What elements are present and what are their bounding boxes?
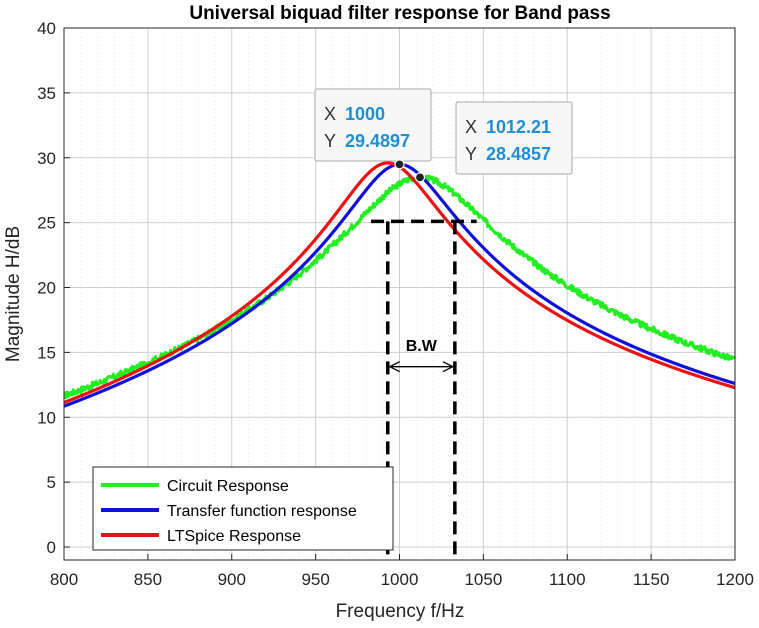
y-tick-label: 15 — [37, 343, 56, 362]
datatip-box — [314, 88, 432, 162]
x-tick-label: 950 — [301, 570, 329, 589]
legend-label: Transfer function response — [167, 503, 357, 520]
legend-label: LTSpice Response — [167, 528, 301, 545]
x-tick-label: 1100 — [549, 570, 586, 589]
datatip-marker — [414, 172, 426, 183]
y-tick-label: 30 — [37, 149, 56, 168]
datatips: X 1000 Y 29.4897 X 1012.21 Y 28.4857 — [314, 88, 573, 183]
y-tick-label: 10 — [37, 408, 56, 427]
legend: Circuit Response Transfer function respon… — [92, 466, 394, 551]
legend-label: Circuit Response — [167, 478, 289, 495]
datatip-x-value: 1000 — [345, 104, 385, 124]
datatip-y-value: 28.4857 — [486, 144, 551, 164]
x-tick-label: 1200 — [716, 570, 754, 589]
y-tick-label: 0 — [47, 538, 56, 557]
y-tick-label: 25 — [37, 214, 56, 233]
y-tick-label: 20 — [37, 279, 56, 298]
datatip-x-key: X — [465, 117, 477, 137]
y-tick-label: 5 — [47, 473, 56, 492]
datatip-box — [455, 101, 573, 175]
datatip-x-value: 1012.21 — [486, 117, 551, 137]
x-tick-label: 800 — [50, 570, 78, 589]
datatip-y-key: Y — [465, 144, 477, 164]
datatip-y-key: Y — [324, 131, 336, 151]
chart-title: Universal biquad filter response for Ban… — [189, 3, 610, 24]
bw-label: B.W — [406, 338, 438, 355]
ticks: 800 850 900 950 1000 1050 1100 1150 1200 0 5 10 15 20… — [37, 19, 754, 589]
x-tick-label: 850 — [134, 570, 162, 589]
datatip-y-value: 29.4897 — [345, 131, 410, 151]
x-tick-label: 1000 — [381, 570, 419, 589]
x-tick-label: 1050 — [464, 570, 502, 589]
bw-arrow-left-head — [388, 361, 401, 373]
x-tick-label: 1150 — [633, 570, 670, 589]
x-axis-label: Frequency f/Hz — [336, 601, 465, 622]
bw-arrow-right-head — [442, 361, 455, 373]
y-tick-label: 35 — [37, 84, 56, 103]
x-tick-label: 900 — [218, 570, 246, 589]
y-tick-label: 40 — [37, 19, 56, 38]
y-axis-label: Magnitude H/dB — [3, 226, 24, 362]
datatip-marker — [394, 159, 405, 170]
datatip-x-key: X — [324, 104, 336, 124]
